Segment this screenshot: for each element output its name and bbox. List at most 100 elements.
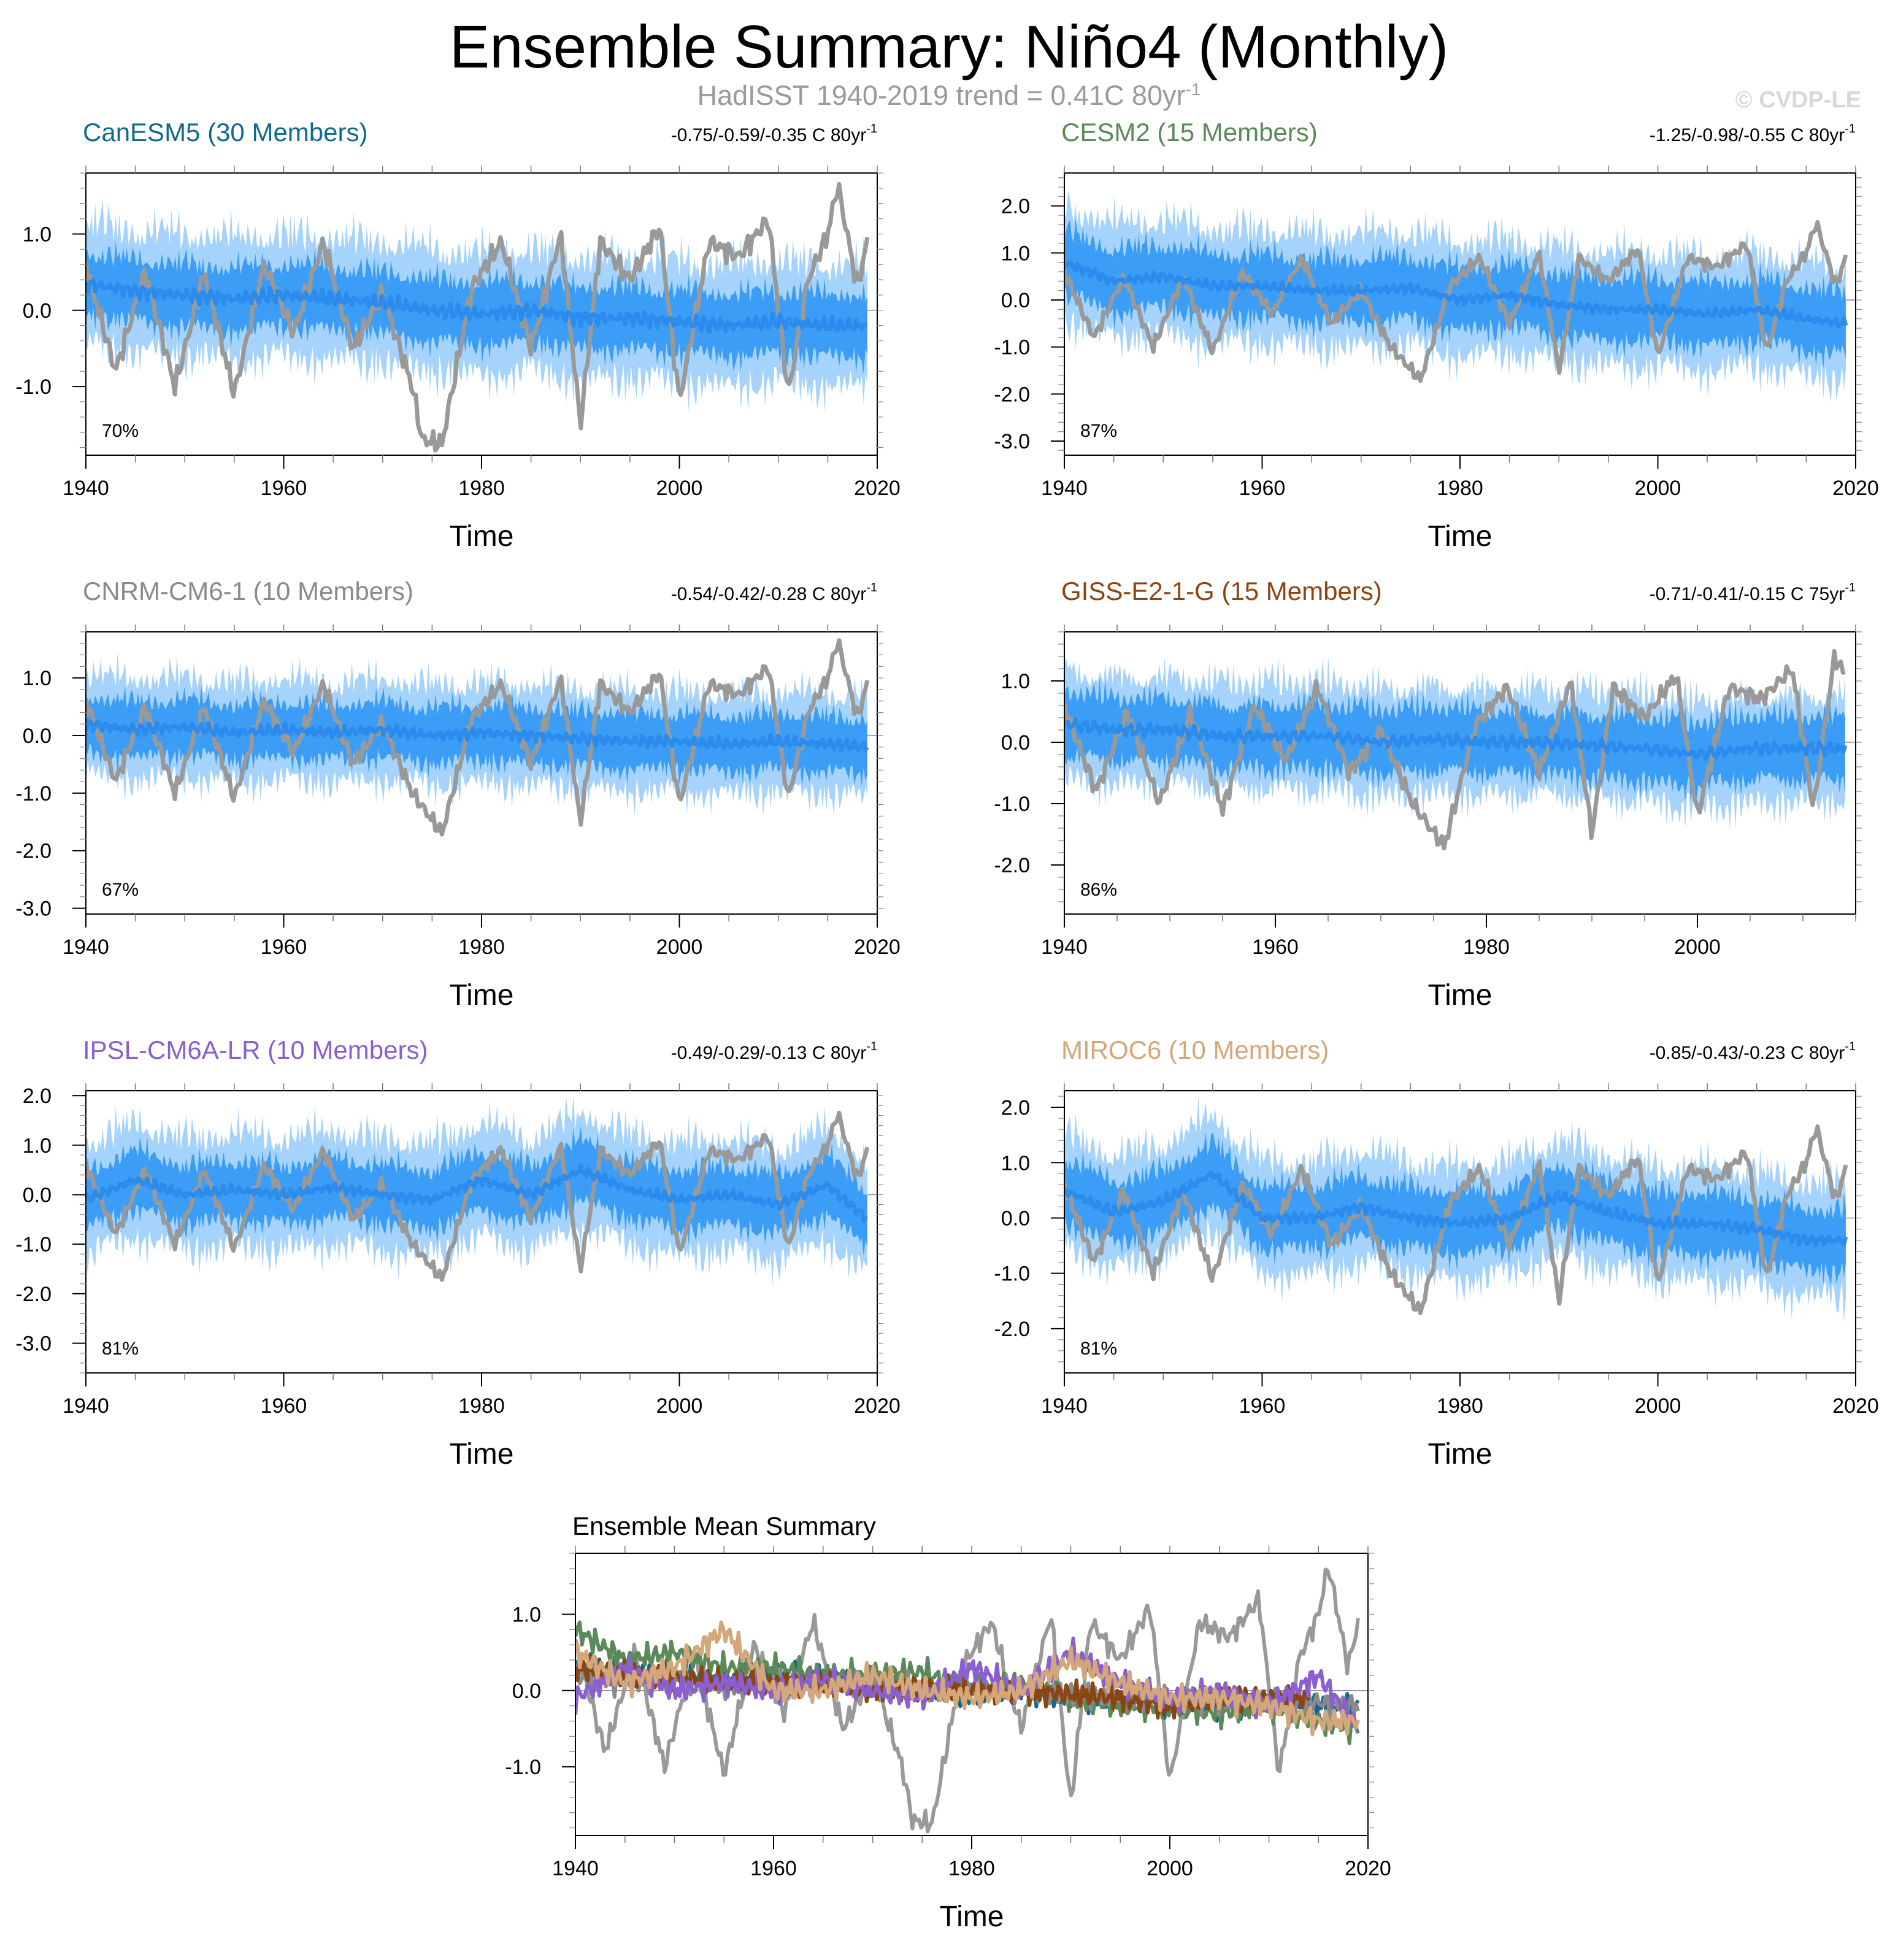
x-tick-label: 2000: [656, 1394, 703, 1418]
chart-panel-7: Ensemble Mean Summary 1940 1960 1980 2000 202…: [505, 1512, 1391, 1933]
trend-label: -0.85/-0.43/-0.23 C 80yr-1: [1650, 1040, 1856, 1063]
panel-title: CanESM5 (30 Members): [83, 118, 367, 147]
y-tick-label: 1.0: [1001, 670, 1030, 693]
y-tick-label: 1.0: [23, 667, 52, 690]
x-tick-label: 1960: [750, 1857, 797, 1880]
trend-label-text: -0.75/-0.59/-0.35 C 80yr: [671, 125, 867, 145]
observations-line: [1064, 220, 1848, 383]
x-axis-title: Time: [1428, 520, 1493, 553]
trend-label: -0.49/-0.29/-0.13 C 80yr-1: [671, 1040, 877, 1063]
trend-label-sup: -1: [866, 581, 877, 594]
y-tick-label: 1.0: [23, 1134, 52, 1158]
panel-title: GISS-E2-1-G (15 Members): [1061, 577, 1382, 605]
percent-label: 86%: [1080, 880, 1117, 900]
x-tick-label: 1980: [1437, 1394, 1483, 1418]
spread-inner-band: [1064, 1132, 1846, 1287]
trend-label: -0.71/-0.41/-0.15 C 75yr-1: [1650, 581, 1856, 604]
x-tick-label: 1940: [1041, 936, 1088, 959]
chart-panel-5: -0.49/-0.29/-0.13 C 80yr-1 IPSL-CM6A-LR (…: [15, 1036, 900, 1470]
y-tick-label: -3.0: [994, 430, 1030, 453]
x-axis-title: Time: [1428, 1438, 1493, 1470]
chart-panel-1: -0.75/-0.59/-0.35 C 80yr-1 CanESM5 (30 Me…: [15, 118, 900, 553]
x-tick-label: 1980: [458, 477, 505, 500]
plot-area: [1064, 190, 1848, 404]
trend-label: -1.25/-0.98/-0.55 C 80yr-1: [1650, 122, 1856, 145]
plot-area: [86, 1094, 870, 1286]
y-tick-label: 2.0: [1001, 195, 1030, 218]
x-axis-title: Time: [450, 979, 514, 1012]
trend-label-sup: -1: [1845, 581, 1856, 594]
plot-area: [1064, 648, 1848, 851]
subtitle-sup: -1: [1185, 80, 1201, 99]
plot-area: [86, 182, 870, 453]
x-tick-label: 1940: [1041, 1394, 1088, 1418]
y-tick-label: 0.0: [1001, 731, 1030, 755]
y-tick-label: -2.0: [994, 854, 1030, 877]
trend-label: -0.75/-0.59/-0.35 C 80yr-1: [671, 122, 877, 145]
x-axis-title: Time: [1428, 979, 1493, 1012]
percent-label: 81%: [1080, 1339, 1117, 1359]
panel-title: MIROC6 (10 Members): [1061, 1036, 1329, 1064]
x-tick-label: 2000: [1635, 477, 1681, 500]
x-tick-label: 2020: [854, 477, 901, 500]
x-tick-label: 1940: [63, 936, 109, 959]
x-tick-label: 1980: [1437, 477, 1483, 500]
x-tick-label: 1940: [63, 477, 109, 500]
trend-label: -0.54/-0.42/-0.28 C 80yr-1: [671, 581, 877, 604]
x-tick-label: 2000: [1147, 1857, 1193, 1880]
trend-label-sup: -1: [1845, 1040, 1856, 1053]
panel-title: IPSL-CM6A-LR (10 Members): [83, 1036, 428, 1064]
observations-line: [86, 182, 870, 453]
trend-label-text: -0.71/-0.41/-0.15 C 75yr: [1650, 584, 1845, 604]
x-tick-label: 1960: [261, 1394, 307, 1418]
y-tick-label: -3.0: [15, 897, 52, 921]
percent-label: 70%: [102, 421, 139, 441]
x-tick-label: 1940: [1041, 477, 1088, 500]
x-tick-label: 1960: [261, 936, 307, 959]
chart-panel-4: -0.71/-0.41/-0.15 C 75yr-1 GISS-E2-1-G (1…: [994, 577, 1862, 1012]
y-tick-label: -1.0: [994, 793, 1030, 816]
y-tick-label: -2.0: [15, 840, 52, 863]
x-tick-label: 2000: [656, 936, 703, 959]
y-tick-label: 2.0: [23, 1085, 52, 1108]
x-tick-label: 1960: [1252, 936, 1299, 959]
x-tick-label: 2000: [1635, 1394, 1681, 1418]
ensemble-mean-line: [86, 719, 869, 753]
x-tick-label: 1980: [458, 936, 505, 959]
x-tick-label: 1960: [261, 477, 307, 500]
trend-label-text: -0.49/-0.29/-0.13 C 80yr: [671, 1043, 867, 1063]
y-tick-label: 1.0: [23, 223, 52, 246]
trend-label-sup: -1: [1845, 122, 1856, 136]
x-tick-label: 1960: [1239, 1394, 1286, 1418]
x-axis-title: Time: [940, 1900, 1004, 1933]
percent-label: 81%: [102, 1339, 139, 1359]
ensemble-mean-line: [1064, 717, 1848, 761]
chart-panel-6: -0.85/-0.43/-0.23 C 80yr-1 MIROC6 (10 Mem…: [994, 1036, 1878, 1470]
y-tick-label: -2.0: [994, 383, 1030, 406]
figure-subtitle: HadISST 1940-2019 trend = 0.41C 80yr-1: [0, 80, 1898, 112]
y-tick-label: -1.0: [15, 782, 52, 805]
y-tick-label: 0.0: [1001, 1207, 1030, 1230]
figure-title: Ensemble Summary: Niño4 (Monthly): [449, 13, 1449, 80]
y-tick-label: 0.0: [23, 299, 52, 323]
plot-area: [575, 1567, 1360, 1834]
x-tick-label: 1980: [1463, 936, 1510, 959]
series-line-hadisst: [575, 1567, 1360, 1834]
subtitle-text: HadISST 1940-2019 trend = 0.41C 80yr: [697, 80, 1186, 111]
ensemble-mean-line: [86, 278, 868, 334]
observations-line: [86, 1110, 870, 1282]
y-tick-label: -2.0: [15, 1283, 52, 1306]
y-tick-label: 0.0: [512, 1680, 541, 1703]
y-tick-label: 0.0: [23, 724, 52, 748]
y-tick-label: 2.0: [1001, 1096, 1030, 1120]
x-axis-title: Time: [450, 520, 514, 553]
percent-label: 67%: [102, 880, 139, 900]
panel-title: CNRM-CM6-1 (10 Members): [83, 577, 413, 605]
plot-area: [1064, 1096, 1848, 1323]
x-tick-label: 1940: [552, 1857, 599, 1880]
ensemble-mean-line: [1064, 259, 1848, 329]
chart-panel-2: -1.25/-0.98/-0.55 C 80yr-1 CESM2 (15 Memb…: [994, 118, 1878, 553]
y-tick-label: 0.0: [23, 1183, 52, 1207]
